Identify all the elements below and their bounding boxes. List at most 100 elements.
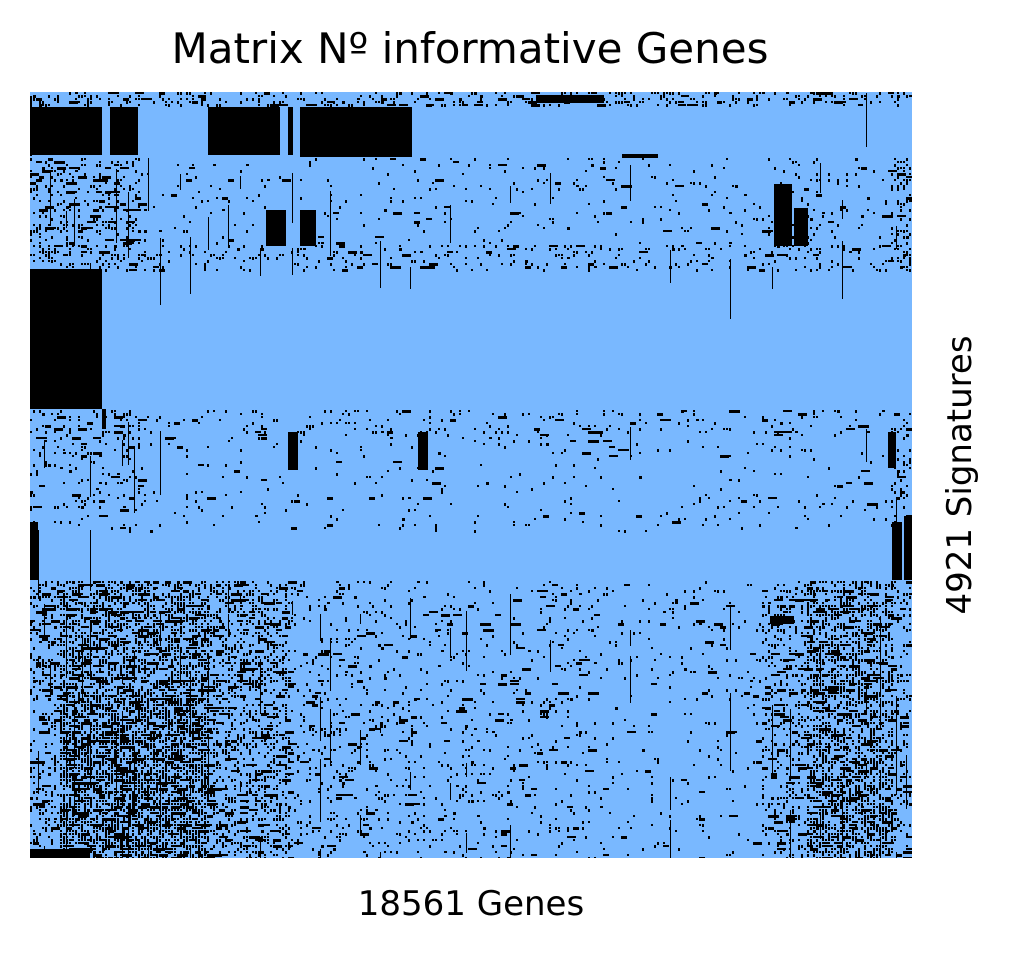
heatmap-cell (759, 248, 761, 250)
heatmap-cell (78, 653, 80, 656)
heatmap-cell (57, 227, 59, 230)
heatmap-cell (147, 689, 149, 692)
heatmap-cell (36, 593, 38, 595)
heatmap-cell (819, 506, 821, 508)
heatmap-cell (234, 674, 236, 676)
heatmap-cell (348, 629, 350, 632)
heatmap-cell (822, 668, 824, 670)
heatmap-cell (783, 632, 785, 634)
heatmap-cell (891, 617, 900, 620)
heatmap-cell (384, 248, 386, 251)
heatmap-cell (903, 470, 905, 473)
heatmap-cell (858, 662, 860, 664)
heatmap-cell (474, 530, 476, 533)
heatmap-cell (444, 644, 446, 646)
heatmap-cell (183, 653, 185, 655)
heatmap-cell (786, 203, 788, 205)
heatmap-cell (135, 656, 137, 659)
heatmap-cell (261, 668, 263, 670)
heatmap-cell (42, 662, 44, 665)
heatmap-cell (120, 623, 122, 626)
heatmap-cell (249, 650, 252, 653)
heatmap-cell (84, 164, 86, 166)
heatmap-cell (207, 644, 209, 647)
heatmap-cell (846, 632, 848, 634)
heatmap-cell (171, 644, 173, 646)
heatmap-cell (849, 692, 851, 694)
heatmap-cell (96, 644, 98, 647)
heatmap-cell (720, 248, 722, 250)
heatmap-cell (723, 629, 725, 632)
heatmap-cell (129, 263, 138, 266)
heatmap-cell (366, 689, 368, 691)
heatmap-cell (597, 221, 599, 223)
heatmap-cell (204, 620, 206, 622)
heatmap-cell (435, 188, 437, 190)
heatmap-cell (216, 677, 218, 679)
heatmap-cell (450, 503, 452, 505)
heatmap-cell (843, 680, 845, 682)
heatmap-cell (249, 677, 251, 680)
heatmap-cell (564, 92, 566, 94)
heatmap-cell (48, 659, 50, 662)
heatmap-cell (498, 437, 500, 440)
heatmap-cell (54, 179, 56, 182)
heatmap-cell (138, 614, 140, 617)
heatmap-cell (588, 92, 590, 94)
heatmap-cell (753, 257, 755, 259)
heatmap-cell (840, 605, 843, 608)
heatmap-cell (174, 596, 176, 598)
heatmap-cell (255, 257, 257, 259)
heatmap-cell (66, 179, 68, 181)
heatmap-cell (813, 581, 815, 583)
heatmap-cell (531, 92, 540, 94)
heatmap-cell (336, 641, 338, 643)
heatmap-cell (405, 620, 407, 623)
heatmap-cell (417, 467, 419, 469)
heatmap-cell (843, 635, 846, 637)
heatmap-cell (30, 170, 32, 172)
heatmap-cell (813, 233, 815, 236)
heatmap-cell (600, 524, 602, 527)
heatmap-cell (855, 584, 857, 587)
heatmap-cell (729, 500, 731, 502)
heatmap-cell (171, 101, 173, 103)
heatmap-cell (105, 227, 107, 229)
heatmap-cell (843, 584, 845, 586)
heatmap-cell (909, 233, 911, 236)
heatmap-cell (186, 581, 189, 584)
heatmap-cell (906, 164, 908, 166)
heatmap-cell (234, 257, 236, 259)
heatmap-cell (606, 179, 615, 181)
heatmap-cell (870, 461, 872, 464)
heatmap-cell (816, 494, 818, 497)
heatmap-cell (873, 212, 875, 214)
heatmap-cell (720, 470, 722, 473)
heatmap-cell (729, 674, 731, 677)
heatmap-cell (873, 671, 875, 674)
heatmap-cell (897, 476, 906, 478)
heatmap-cell (327, 104, 329, 106)
heatmap-cell (642, 599, 644, 602)
heatmap-cell (84, 632, 86, 634)
heatmap-cell (45, 614, 47, 616)
heatmap-cell (129, 476, 131, 478)
heatmap-cell (75, 98, 77, 100)
heatmap-cell (177, 185, 179, 187)
heatmap-cell (276, 587, 278, 589)
heatmap-cell (45, 611, 47, 614)
heatmap-cell (618, 248, 620, 251)
heatmap-cell (192, 101, 198, 104)
heatmap-cell (57, 191, 59, 193)
heatmap-cell (87, 596, 89, 598)
heatmap-cell (192, 641, 198, 644)
heatmap-cell (174, 227, 176, 229)
heatmap-cell (42, 671, 44, 674)
heatmap-cell (69, 587, 71, 590)
heatmap-block (774, 184, 792, 246)
heatmap-cell (150, 257, 152, 260)
heatmap-cell (132, 668, 134, 671)
heatmap-cell (540, 443, 542, 446)
heatmap-cell (615, 188, 617, 191)
heatmap-cell (162, 662, 164, 665)
